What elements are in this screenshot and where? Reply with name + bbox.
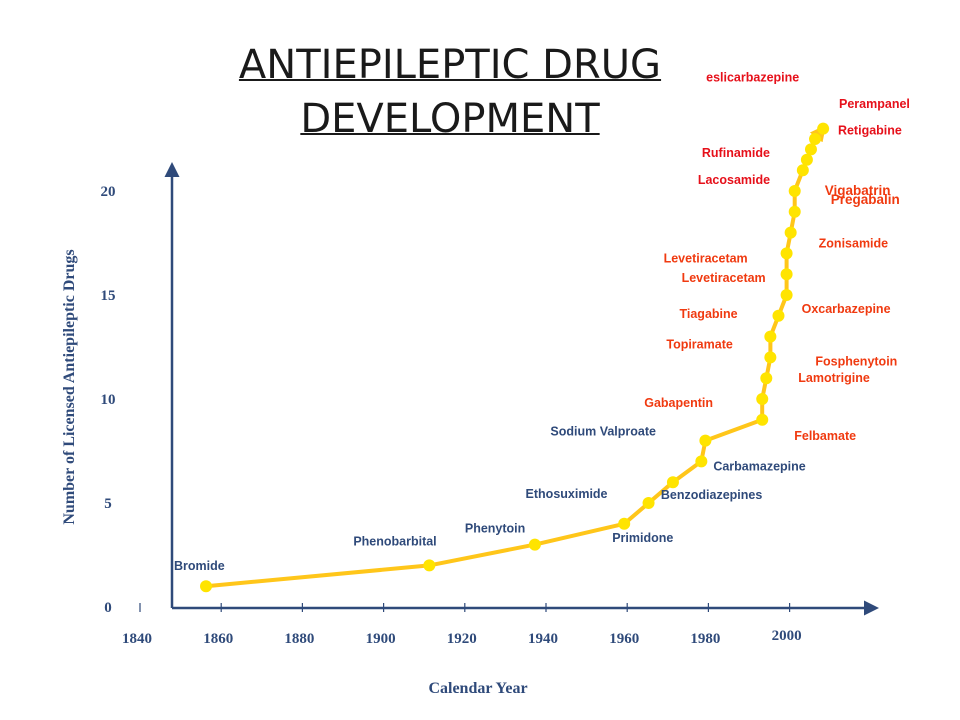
x-tick-label: 2000 <box>772 628 802 644</box>
x-tick-label: 1840 <box>122 631 152 647</box>
data-point <box>760 372 773 385</box>
data-point <box>528 538 541 551</box>
drug-label: Ethosuximide <box>526 487 608 501</box>
drug-label: Pregabalin <box>831 192 900 207</box>
data-point <box>780 268 793 281</box>
axes <box>164 162 879 616</box>
data-point <box>699 434 712 447</box>
drug-label: Retigabine <box>838 123 902 137</box>
drug-label: Lacosamide <box>698 173 770 187</box>
drug-label: Rufinamide <box>702 146 770 160</box>
drug-label: Lamotrigine <box>798 371 870 385</box>
data-point <box>618 517 631 530</box>
drug-label: Fosphenytoin <box>815 354 897 368</box>
drug-label: Perampanel <box>839 97 910 111</box>
axis-ticks: 1840 1860 1880 1900 1920 1940 1960 1980 2000 0 5 10… <box>101 184 802 647</box>
drug-label: Phenytoin <box>465 522 525 536</box>
drug-label: Phenobarbital <box>353 534 436 548</box>
x-tick-label: 1900 <box>366 631 396 647</box>
data-points <box>200 122 830 593</box>
drug-label: Gabapentin <box>644 396 713 410</box>
drug-label: eslicarbazepine <box>706 71 799 85</box>
drug-label: Benzodiazepines <box>661 488 762 502</box>
data-point <box>804 143 817 156</box>
y-tick-label: 5 <box>104 496 112 512</box>
drug-label: Zonisamide <box>819 237 889 251</box>
data-point <box>764 330 777 343</box>
y-tick-label: 0 <box>104 600 112 616</box>
data-point <box>695 455 708 468</box>
chart-title: ANTIEPILEPTIC DRUG DEVELOPMENT <box>180 38 720 146</box>
data-point <box>796 164 809 177</box>
title-line-1: ANTIEPILEPTIC DRUG <box>238 42 662 88</box>
data-point <box>784 226 797 239</box>
data-point <box>200 580 213 593</box>
x-tick-label: 1980 <box>690 631 720 647</box>
data-point <box>788 185 801 197</box>
data-point <box>800 153 813 166</box>
drug-label: Levetiracetam <box>664 251 748 265</box>
data-point <box>642 497 655 509</box>
drug-label: Bromide <box>174 559 225 573</box>
x-tick-label: 1940 <box>528 631 558 647</box>
y-axis-label: Number of Licensed Antiepileptic Drugs <box>61 249 78 524</box>
drug-label: Sodium Valproate <box>550 425 656 439</box>
y-tick-label: 20 <box>101 184 116 200</box>
data-point <box>764 351 777 364</box>
x-tick-label: 1960 <box>609 631 639 647</box>
series-line <box>205 124 827 589</box>
x-tick-label: 1860 <box>203 631 233 647</box>
data-point <box>772 309 785 322</box>
x-tick-label: 1880 <box>284 631 314 647</box>
data-point <box>780 247 793 260</box>
drug-label: Vigabatrin <box>825 183 891 198</box>
series-path <box>205 124 827 589</box>
y-tick-label: 10 <box>101 392 116 408</box>
data-point <box>423 559 436 572</box>
data-point <box>666 476 679 489</box>
x-tick-label: 1920 <box>447 631 477 647</box>
data-point <box>788 205 801 218</box>
drug-label: Topiramate <box>666 338 732 352</box>
drug-label: Carbamazepine <box>713 459 805 473</box>
y-tick-label: 15 <box>101 288 116 304</box>
drug-label: Felbamate <box>794 429 856 443</box>
title-line-2: DEVELOPMENT <box>300 96 600 142</box>
data-point <box>780 289 793 301</box>
drug-label: Levetiracetam <box>682 271 766 285</box>
data-point <box>809 133 822 145</box>
drug-label: Oxcarbazepine <box>802 302 891 316</box>
drug-labels: Bromide Phenobarbital Phenytoin Primidone Et… <box>174 71 910 574</box>
x-axis-label: Calendar Year <box>428 680 527 697</box>
data-point <box>756 413 769 426</box>
drug-label: Primidone <box>612 531 673 545</box>
data-point <box>817 122 830 135</box>
data-point <box>756 393 769 405</box>
drug-label: Tiagabine <box>679 307 737 321</box>
